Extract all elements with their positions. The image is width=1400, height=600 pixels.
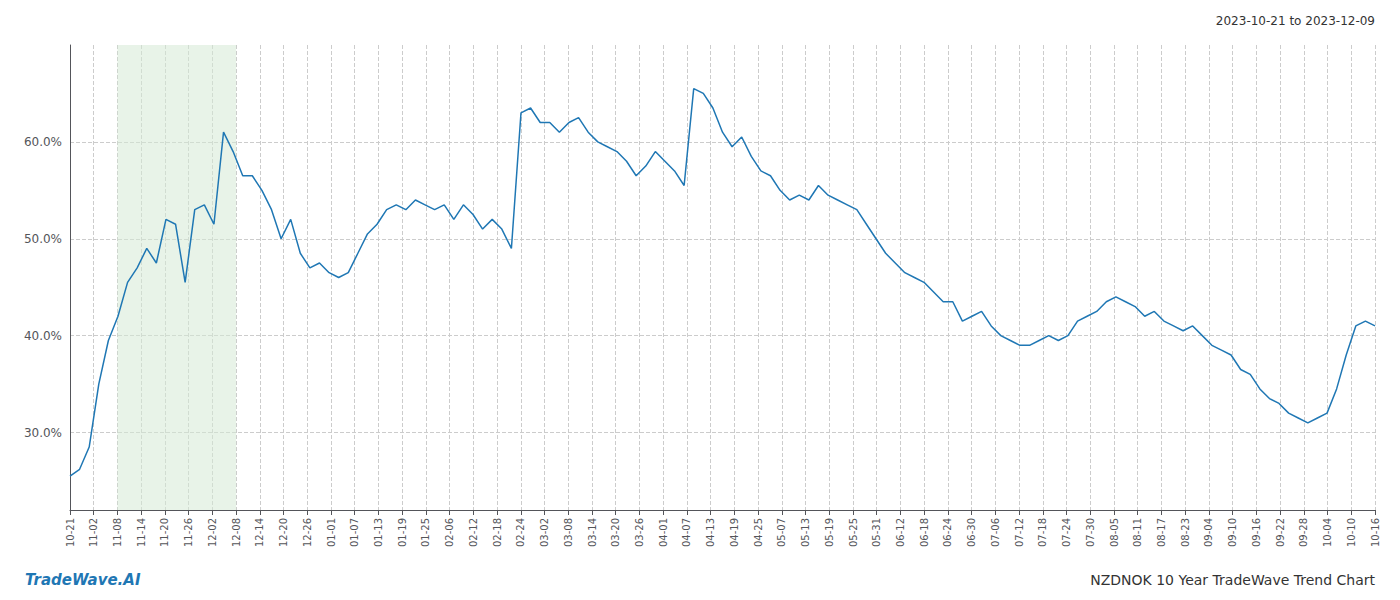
svg-text:07-12: 07-12 (1014, 518, 1025, 547)
svg-text:04-01: 04-01 (658, 518, 669, 547)
svg-text:01-01: 01-01 (326, 518, 337, 547)
svg-text:05-13: 05-13 (800, 518, 811, 547)
svg-text:40.0%: 40.0% (24, 329, 62, 343)
svg-text:2023-10-21 to 2023-12-09: 2023-10-21 to 2023-12-09 (1216, 14, 1375, 28)
svg-text:08-17: 08-17 (1156, 518, 1167, 547)
svg-text:03-20: 03-20 (610, 518, 621, 547)
svg-text:02-12: 02-12 (468, 518, 479, 547)
svg-text:05-19: 05-19 (824, 518, 835, 547)
svg-text:07-30: 07-30 (1085, 518, 1096, 547)
svg-text:05-07: 05-07 (776, 518, 787, 547)
svg-text:05-25: 05-25 (848, 518, 859, 547)
svg-text:04-25: 04-25 (753, 518, 764, 547)
svg-text:12-26: 12-26 (302, 518, 313, 547)
svg-text:03-14: 03-14 (587, 518, 598, 547)
svg-text:10-04: 10-04 (1322, 518, 1333, 547)
svg-text:01-07: 01-07 (349, 518, 360, 547)
svg-text:06-30: 06-30 (966, 518, 977, 547)
svg-text:09-22: 09-22 (1275, 518, 1286, 547)
svg-text:08-05: 08-05 (1109, 518, 1120, 547)
svg-text:03-02: 03-02 (539, 518, 550, 547)
svg-text:30.0%: 30.0% (24, 426, 62, 440)
svg-text:06-24: 06-24 (942, 518, 953, 547)
svg-text:01-13: 01-13 (373, 518, 384, 547)
svg-text:08-11: 08-11 (1132, 518, 1143, 547)
svg-text:01-19: 01-19 (397, 518, 408, 547)
svg-text:TradeWave.AI: TradeWave.AI (25, 571, 141, 589)
svg-text:12-14: 12-14 (254, 518, 265, 547)
svg-text:10-16: 10-16 (1370, 518, 1381, 547)
svg-text:10-21: 10-21 (65, 518, 76, 547)
svg-text:09-04: 09-04 (1203, 518, 1214, 547)
svg-text:12-08: 12-08 (231, 518, 242, 547)
svg-text:06-18: 06-18 (919, 518, 930, 547)
svg-text:50.0%: 50.0% (24, 232, 62, 246)
svg-text:02-24: 02-24 (515, 518, 526, 547)
svg-text:NZDNOK 10 Year TradeWave Trend: NZDNOK 10 Year TradeWave Trend Chart (1090, 572, 1375, 588)
svg-text:04-13: 04-13 (705, 518, 716, 547)
svg-text:09-10: 09-10 (1227, 518, 1238, 547)
svg-text:07-24: 07-24 (1061, 518, 1072, 547)
svg-text:09-16: 09-16 (1251, 518, 1262, 547)
svg-text:07-18: 07-18 (1037, 518, 1048, 547)
svg-text:12-02: 12-02 (207, 518, 218, 547)
svg-text:01-25: 01-25 (420, 518, 431, 547)
svg-text:11-20: 11-20 (159, 518, 170, 547)
svg-text:60.0%: 60.0% (24, 135, 62, 149)
svg-text:09-28: 09-28 (1298, 518, 1309, 547)
svg-text:11-14: 11-14 (136, 518, 147, 547)
svg-text:04-19: 04-19 (729, 518, 740, 547)
svg-text:12-20: 12-20 (278, 518, 289, 547)
svg-text:03-08: 03-08 (563, 518, 574, 547)
svg-text:06-12: 06-12 (895, 518, 906, 547)
svg-text:07-06: 07-06 (990, 518, 1001, 547)
svg-text:11-26: 11-26 (183, 518, 194, 547)
svg-text:05-31: 05-31 (871, 518, 882, 547)
svg-text:02-06: 02-06 (444, 518, 455, 547)
svg-text:03-26: 03-26 (634, 518, 645, 547)
svg-text:04-07: 04-07 (681, 518, 692, 547)
svg-text:08-23: 08-23 (1180, 518, 1191, 547)
svg-text:02-18: 02-18 (492, 518, 503, 547)
svg-text:11-02: 11-02 (88, 518, 99, 547)
svg-text:10-10: 10-10 (1346, 518, 1357, 547)
svg-text:11-08: 11-08 (112, 518, 123, 547)
